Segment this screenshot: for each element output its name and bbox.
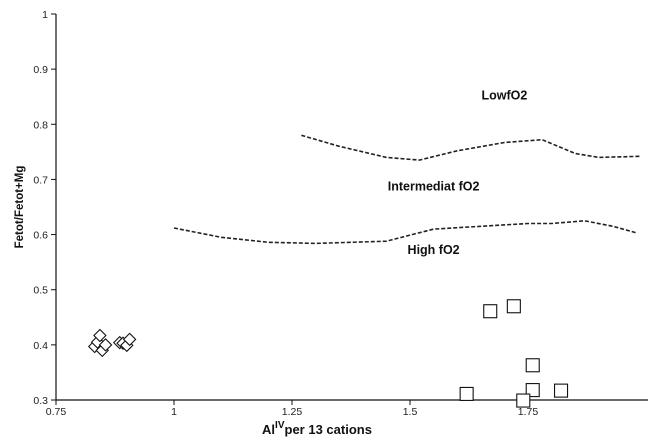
x-tick-label: 1.75	[518, 406, 539, 418]
square-marker	[506, 299, 521, 314]
square-marker	[525, 358, 540, 373]
y-axis-title: Fetot/Fetot+Mg	[14, 166, 26, 249]
y-axis-ticks: 0.3 0.4 0.5 0.6 0.7 0.8 0.9 1	[33, 9, 56, 407]
y-tick-label: 0.8	[33, 119, 48, 131]
y-tick-label: 0.5	[33, 285, 48, 297]
y-tick-label: 0.4	[33, 340, 48, 352]
x-axis-title: AlIVper 13 cations	[262, 420, 372, 437]
diamond-marker	[98, 338, 113, 352]
boundary-line	[173, 219, 637, 245]
x-axis-title-rest: per 13 cations	[285, 422, 372, 437]
plot-frame	[55, 14, 648, 401]
x-tick-label: 1.25	[282, 406, 303, 418]
x-axis-title-superscript: IV	[275, 420, 285, 431]
x-tick-label: 0.75	[46, 406, 67, 418]
y-tick-label: 1	[42, 9, 48, 21]
y-tick-label: 0.9	[33, 64, 48, 76]
square-marker	[525, 383, 540, 398]
region-label: Intermediat fO2	[388, 179, 480, 193]
y-tick-label: 0.7	[33, 174, 48, 186]
diamond-marker	[93, 328, 107, 343]
x-axis-title-main: Al	[262, 422, 275, 437]
region-labels: LowfO2 Intermediat fO2 High fO2	[388, 88, 528, 256]
region-label: LowfO2	[481, 88, 527, 102]
x-axis-ticks: 0.75 1 1.25 1.5 1.75	[46, 400, 539, 418]
x-tick-label: 1	[171, 406, 177, 418]
diamond-marker	[122, 332, 137, 347]
data-markers	[87, 299, 569, 408]
y-tick-label: 0.6	[33, 230, 48, 242]
square-marker	[483, 304, 498, 319]
boundary-lines	[173, 134, 642, 245]
region-label: High fO2	[408, 243, 460, 257]
y-tick-label: 0.3	[33, 395, 48, 407]
square-marker	[516, 393, 531, 408]
boundary-line	[301, 134, 642, 161]
square-marker	[553, 383, 569, 398]
x-tick-label: 1.5	[403, 406, 418, 418]
square-marker	[459, 386, 474, 401]
